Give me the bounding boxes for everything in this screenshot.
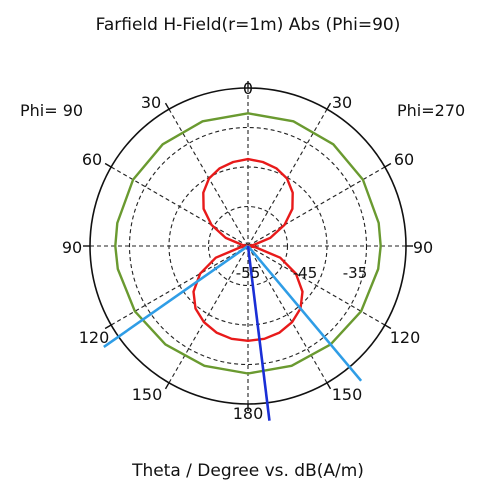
grid-spoke-120 bbox=[247, 245, 386, 326]
marker-line-1 bbox=[103, 244, 249, 349]
angle-tick-30-left: 30 bbox=[141, 93, 161, 112]
angle-tick-60-left: 60 bbox=[82, 150, 102, 169]
grid-spoke-150 bbox=[247, 245, 328, 384]
series-line-1 bbox=[114, 112, 382, 375]
angle-tick-0: 0 bbox=[243, 79, 253, 98]
grid-spoke-210 bbox=[168, 245, 249, 384]
marker-line-0 bbox=[247, 245, 363, 382]
grid-ring-1 bbox=[207, 205, 289, 287]
outer-tick-210 bbox=[164, 382, 170, 390]
x-axis-label: Theta / Degree vs. dB(A/m) bbox=[131, 461, 364, 481]
angle-tick-60-right: 60 bbox=[394, 150, 414, 169]
angle-tick-120-left: 120 bbox=[79, 328, 110, 347]
marker-layer bbox=[103, 244, 363, 421]
outer-tick-120 bbox=[384, 324, 392, 330]
marker-line-2 bbox=[246, 245, 271, 421]
angle-tick-180: 180 bbox=[233, 404, 264, 423]
outer-tick-240 bbox=[104, 324, 112, 330]
series-layer bbox=[114, 112, 382, 375]
radial-tick-minus-55: -55 bbox=[236, 264, 261, 282]
phi-left-label: Phi= 90 bbox=[20, 101, 83, 120]
grid-spoke-300 bbox=[110, 166, 249, 247]
chart-title: Farfield H-Field(r=1m) Abs (Phi=90) bbox=[96, 15, 401, 35]
angle-tick-120-right: 120 bbox=[390, 328, 421, 347]
phi-right-label: Phi=270 bbox=[397, 101, 465, 120]
outer-tick-60 bbox=[384, 162, 392, 168]
outer-tick-300 bbox=[104, 162, 112, 168]
angle-tick-90-left: 90 bbox=[62, 238, 82, 257]
series-line-0 bbox=[192, 157, 304, 342]
outer-tick-150 bbox=[326, 382, 332, 390]
grid-ring-3 bbox=[128, 126, 368, 366]
radial-tick-minus-45: -45 bbox=[293, 264, 318, 282]
radial-tick-minus-35: -35 bbox=[343, 264, 368, 282]
angle-tick-150-left: 150 bbox=[132, 385, 163, 404]
angle-tick-30-right: 30 bbox=[332, 93, 352, 112]
angle-tick-90-right: 90 bbox=[413, 238, 433, 257]
outer-tick-330 bbox=[164, 102, 170, 110]
outer-tick-30 bbox=[326, 102, 332, 110]
grid-spoke-240 bbox=[110, 245, 249, 326]
grid-spoke-60 bbox=[247, 166, 386, 247]
angle-tick-150-right: 150 bbox=[332, 385, 363, 404]
